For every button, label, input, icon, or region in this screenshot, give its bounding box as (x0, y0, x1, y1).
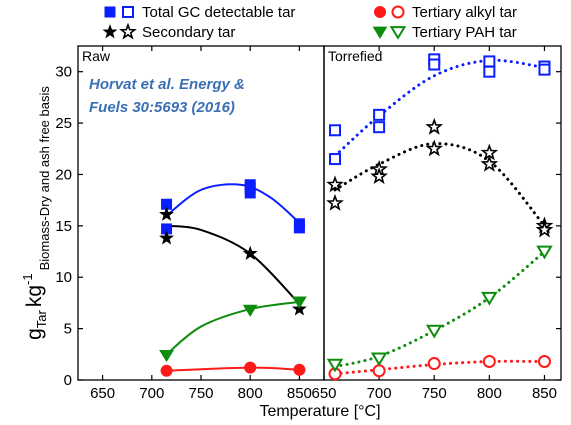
torrefied-tertiary-pah-tar-point (326, 358, 344, 373)
y-tick-label: 30 (55, 64, 72, 81)
torrefied-x-tick-label: 800 (477, 385, 502, 402)
legend-tertiary-alkyl-tar-open-marker (391, 5, 405, 19)
legend: Total GC detectable tar Tertiary alkyl t… (102, 4, 517, 41)
torrefied-tertiary-alkyl-tar-point (537, 355, 551, 369)
y-tick-label: 15 (55, 218, 72, 235)
torrefied-panel-label: Torrefied (328, 48, 382, 64)
torrefied-secondary-tar-point (425, 139, 444, 157)
legend-entry-total-gc: Total GC detectable tar (104, 4, 295, 21)
fit-curves (165, 58, 546, 376)
raw-x-tick-label: 800 (238, 385, 263, 402)
legend-entry-secondary: Secondary tar (102, 22, 235, 41)
torrefied-total-gc-detectable-tar-point (329, 153, 342, 166)
raw-x-tick-label: 850 (287, 385, 312, 402)
torrefied-total-gc-detectable-tar-fit-curve (333, 58, 546, 158)
torrefied-total-gc-detectable-tar-point (538, 63, 551, 76)
torrefied-tertiary-pah-tar-point (481, 291, 498, 306)
data-points (159, 53, 554, 381)
raw-tertiary-pah-tar-point (242, 304, 258, 317)
legend-marker-total-gc (104, 6, 134, 18)
y-axis-label-main-sub: Tar (34, 309, 49, 328)
citation-line-1: Horvat et al. Energy & (89, 76, 245, 93)
torrefied-tertiary-pah-tar-fit-curve (333, 250, 546, 369)
torrefied-secondary-tar-fit-curve (333, 142, 546, 228)
legend-tertiary-pah-tar-filled-marker (372, 26, 388, 39)
torrefied-secondary-tar-point (326, 193, 344, 211)
raw-total-gc-detectable-tar-point (244, 179, 256, 191)
torrefied-tertiary-pah-tar-point (425, 324, 443, 339)
raw-tertiary-pah-tar-fit-curve (165, 300, 300, 356)
torrefied-tertiary-pah-tar-point (370, 352, 388, 367)
legend-marker-secondary (102, 22, 137, 40)
citation-line-2: Fuels 30:5693 (2016) (89, 99, 235, 116)
torrefied-total-gc-detectable-tar-point (428, 58, 441, 71)
torrefied-total-gc-detectable-tar-point (373, 121, 386, 134)
raw-panel-frame (77, 45, 325, 381)
legend-label-secondary: Secondary tar (142, 24, 235, 41)
torrefied-x-tick-label: 650 (311, 385, 336, 402)
torrefied-total-gc-detectable-tar-point (483, 65, 496, 78)
legend-secondary-tar-open-marker (119, 22, 137, 40)
torrefied-panel-frame (323, 45, 562, 381)
legend-label-total-gc: Total GC detectable tar (142, 4, 295, 21)
torrefied-x-tick-label: 700 (367, 385, 392, 402)
y-tick-label: 20 (55, 166, 72, 183)
legend-tertiary-pah-tar-open-marker (389, 26, 407, 40)
raw-x-tick-label: 650 (90, 385, 115, 402)
torrefied-secondary-tar-point (535, 220, 554, 238)
raw-tertiary-pah-tar-point (292, 296, 307, 309)
x-axis-label: Temperature [°C] (259, 403, 380, 420)
svg-text:gTarkg-1Biomass-Dry and ash fr: gTar kg-1Biomass-Dry and ash free basis (20, 86, 52, 340)
raw-secondary-tar-point (159, 230, 175, 245)
y-tick-label: 5 (64, 321, 72, 338)
legend-total-gc-detectable-tar-filled-marker (104, 6, 116, 18)
axes: 650 700 750 800 850 0 5 10 15 20 25 30 650 700 750 800 8… (55, 46, 561, 402)
legend-secondary-tar-filled-marker (102, 24, 118, 39)
raw-tertiary-pah-tar-point (159, 349, 174, 363)
torrefied-x-tick-label: 750 (422, 385, 447, 402)
y-axis-label-unit-sup: -1 (20, 273, 35, 285)
raw-total-gc-detectable-tar-point (293, 222, 305, 234)
torrefied-tertiary-alkyl-tar-point (372, 364, 386, 378)
legend-tertiary-alkyl-tar-filled-marker (374, 6, 386, 18)
raw-x-tick-label: 750 (188, 385, 213, 402)
torrefied-total-gc-detectable-tar-point (329, 124, 342, 137)
torrefied-secondary-tar-point (370, 167, 388, 185)
torrefied-secondary-tar-point (425, 117, 444, 135)
legend-label-tertiary-pah: Tertiary PAH tar (412, 24, 517, 41)
raw-tertiary-alkyl-tar-point (160, 364, 173, 377)
y-tick-label: 10 (55, 269, 72, 286)
legend-entry-tertiary-alkyl: Tertiary alkyl tar (374, 4, 517, 21)
torrefied-total-gc-detectable-tar-point (483, 55, 496, 68)
legend-label-tertiary-alkyl: Tertiary alkyl tar (412, 4, 517, 21)
raw-tertiary-alkyl-tar-fit-curve (166, 366, 300, 372)
y-axis-label-main: g (23, 328, 46, 340)
raw-tertiary-alkyl-tar-point (244, 361, 257, 374)
raw-secondary-tar-point (242, 245, 258, 260)
legend-entry-tertiary-pah: Tertiary PAH tar (372, 24, 517, 41)
raw-tertiary-alkyl-tar-point (293, 363, 306, 376)
y-tick-label: 25 (55, 115, 72, 132)
y-axis-label-sub: Biomass-Dry and ash free basis (37, 86, 52, 271)
torrefied-tertiary-alkyl-tar-point (482, 355, 496, 369)
torrefied-total-gc-detectable-tar-point (373, 108, 386, 121)
raw-total-gc-detectable-tar-fit-curve (165, 183, 301, 224)
legend-marker-tertiary-alkyl (374, 5, 405, 19)
torrefied-tertiary-alkyl-tar-fit-curve (333, 359, 546, 376)
y-axis-label: gTar kg-1Biomass-Dry and ash free basis (20, 86, 52, 340)
raw-secondary-tar-fit-curve (166, 224, 301, 305)
legend-marker-tertiary-pah (372, 26, 407, 40)
raw-panel-label: Raw (82, 48, 111, 64)
torrefied-tertiary-alkyl-tar-point (427, 357, 441, 371)
raw-secondary-tar-point (159, 206, 175, 221)
torrefied-tertiary-pah-tar-point (536, 245, 553, 260)
torrefied-secondary-tar-point (480, 154, 499, 172)
torrefied-x-tick-label: 850 (532, 385, 557, 402)
torrefied-secondary-tar-point (326, 175, 344, 193)
legend-total-gc-detectable-tar-open-marker (122, 6, 134, 18)
y-tick-label: 0 (64, 372, 72, 389)
y-axis-label-unit: kg (23, 285, 46, 307)
raw-x-tick-label: 700 (139, 385, 164, 402)
